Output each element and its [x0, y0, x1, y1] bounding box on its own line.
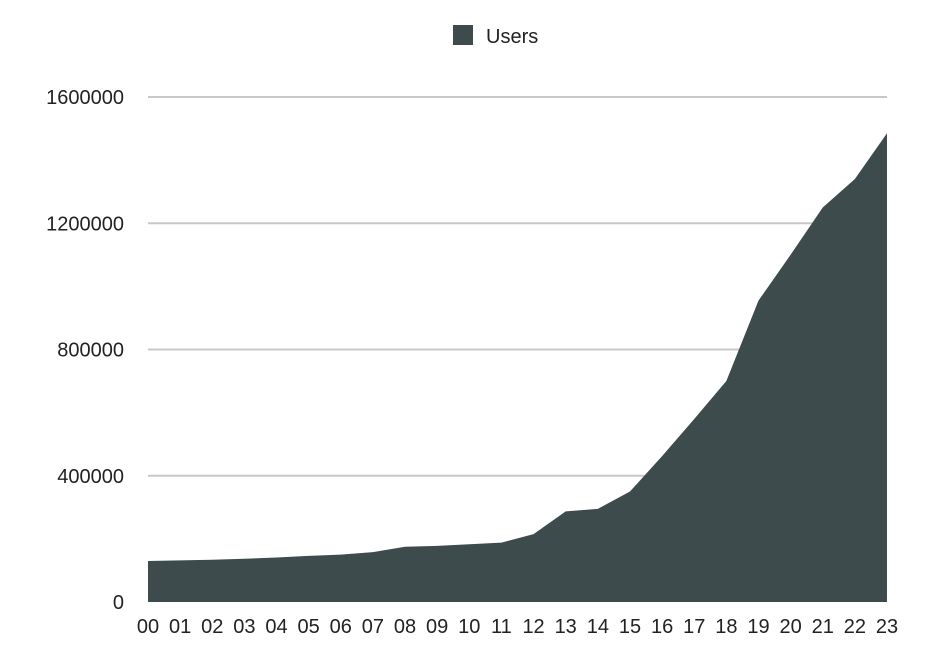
data-point-23 [884, 130, 890, 136]
legend-label-users: Users [486, 26, 538, 48]
x-tick-label-07: 07 [362, 616, 384, 638]
legend: Users [453, 25, 538, 48]
x-tick-label-05: 05 [298, 616, 320, 638]
x-tick-label-09: 09 [426, 616, 448, 638]
data-point-11 [498, 540, 504, 546]
x-tick-label-20: 20 [779, 616, 801, 638]
y-tick-label-800000: 800000 [57, 340, 124, 362]
x-tick-label-15: 15 [619, 616, 641, 638]
x-tick-label-17: 17 [683, 616, 705, 638]
data-point-16 [659, 453, 665, 459]
x-tick-label-02: 02 [201, 616, 223, 638]
x-tick-label-10: 10 [458, 616, 480, 638]
y-tick-label-400000: 400000 [57, 466, 124, 488]
data-point-02 [209, 557, 215, 563]
data-point-08 [402, 544, 408, 550]
data-point-14 [595, 506, 601, 512]
data-point-01 [177, 557, 183, 563]
data-point-05 [306, 553, 312, 559]
x-tick-label-01: 01 [169, 616, 191, 638]
x-tick-label-08: 08 [394, 616, 416, 638]
data-point-04 [274, 555, 280, 561]
x-tick-label-03: 03 [233, 616, 255, 638]
data-point-15 [627, 489, 633, 495]
x-tick-label-18: 18 [715, 616, 737, 638]
data-point-10 [466, 541, 472, 547]
legend-swatch-users [453, 25, 473, 45]
data-point-18 [723, 378, 729, 384]
y-axis-tick-labels: 0 400000 800000 1200000 1600000 [46, 87, 124, 614]
area-layer [148, 133, 887, 603]
x-tick-label-11: 11 [491, 616, 512, 638]
x-tick-label-04: 04 [265, 616, 287, 638]
y-tick-label-0: 0 [113, 592, 124, 614]
x-tick-label-13: 13 [555, 616, 577, 638]
data-point-09 [434, 543, 440, 549]
data-point-03 [241, 556, 247, 562]
data-point-17 [691, 416, 697, 422]
x-tick-label-23: 23 [876, 616, 898, 638]
x-tick-label-14: 14 [587, 616, 609, 638]
data-point-06 [338, 552, 344, 558]
data-point-13 [563, 508, 569, 514]
y-tick-label-1600000: 1600000 [46, 87, 124, 109]
data-point-00 [145, 558, 151, 564]
x-tick-label-16: 16 [651, 616, 673, 638]
x-tick-label-00: 00 [137, 616, 159, 638]
x-tick-label-21: 21 [812, 616, 834, 638]
x-tick-label-22: 22 [844, 616, 866, 638]
x-tick-label-12: 12 [522, 616, 544, 638]
x-axis-tick-labels: 00 01 02 03 04 05 06 07 08 09 10 11 12 13 14 15 16 17 18 19… [137, 616, 898, 638]
x-tick-label-19: 19 [747, 616, 769, 638]
data-point-07 [370, 549, 376, 555]
data-point-20 [788, 252, 794, 258]
area-series-users [148, 133, 887, 603]
x-tick-label-06: 06 [330, 616, 352, 638]
data-point-12 [531, 531, 537, 537]
data-point-22 [852, 176, 858, 182]
y-tick-label-1200000: 1200000 [46, 213, 124, 235]
data-point-21 [820, 204, 826, 210]
data-point-19 [755, 298, 761, 304]
